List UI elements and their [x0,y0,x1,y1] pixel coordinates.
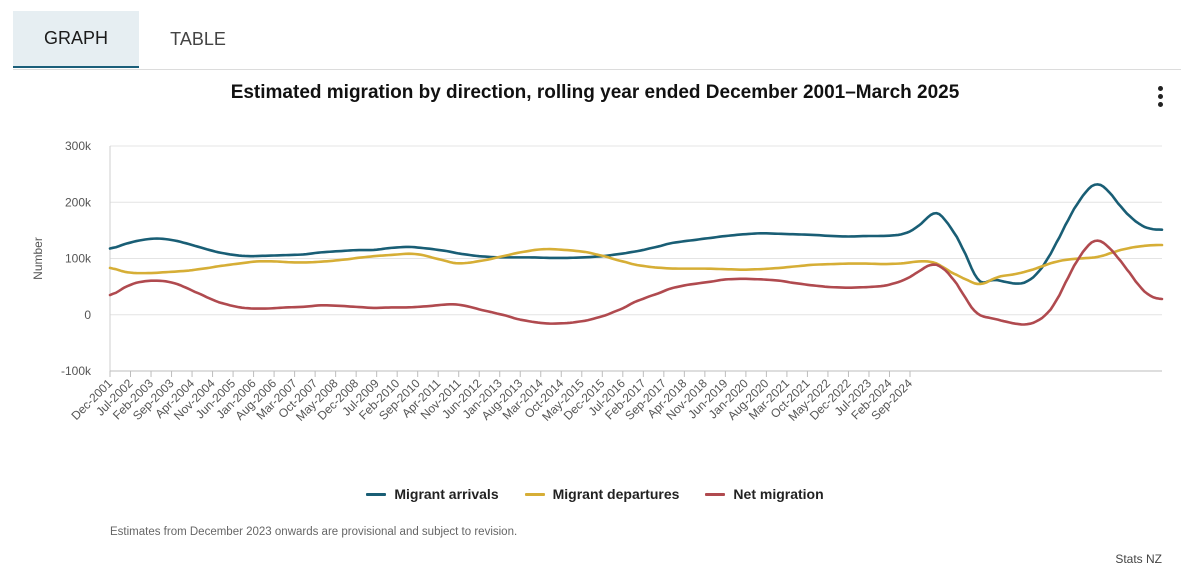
y-tick-label: 300k [65,139,92,153]
series-line-net [108,239,1164,326]
legend-label-arrivals: Migrant arrivals [394,486,499,502]
y-tick-label: -100k [61,364,92,378]
more-vertical-icon[interactable] [1150,86,1170,110]
legend: Migrant arrivals Migrant departures Net … [0,486,1190,502]
legend-item-departures[interactable]: Migrant departures [524,486,680,502]
tabs-divider [13,69,1181,70]
grid-lines [110,145,1162,372]
legend-item-arrivals[interactable]: Migrant arrivals [366,486,499,502]
migration-line-chart: -100k0100k200k300kNumberDec-2001Jul-2002… [31,139,1164,424]
y-axis-title: Number [31,237,45,280]
series-lines [108,183,1164,326]
y-tick-label: 100k [65,252,92,266]
series-line-arrivals [108,183,1164,285]
legend-label-net: Net migration [733,486,824,502]
legend-label-departures: Migrant departures [552,486,680,502]
y-tick-label: 200k [65,195,92,209]
y-tick-label: 0 [84,308,91,322]
legend-swatch-arrivals [366,492,387,496]
view-tabs: GRAPH TABLE [13,11,257,70]
legend-swatch-departures [524,492,545,496]
tab-table[interactable]: TABLE [170,29,226,49]
chart-title: Estimated migration by direction, rollin… [230,82,960,103]
series-line-departures [108,243,1164,286]
source-label: Stats NZ [1115,552,1162,566]
footnote: Estimates from December 2023 onwards are… [110,526,518,538]
legend-swatch-net [705,492,726,496]
legend-item-net[interactable]: Net migration [705,486,824,502]
tab-graph[interactable]: GRAPH [13,11,139,68]
